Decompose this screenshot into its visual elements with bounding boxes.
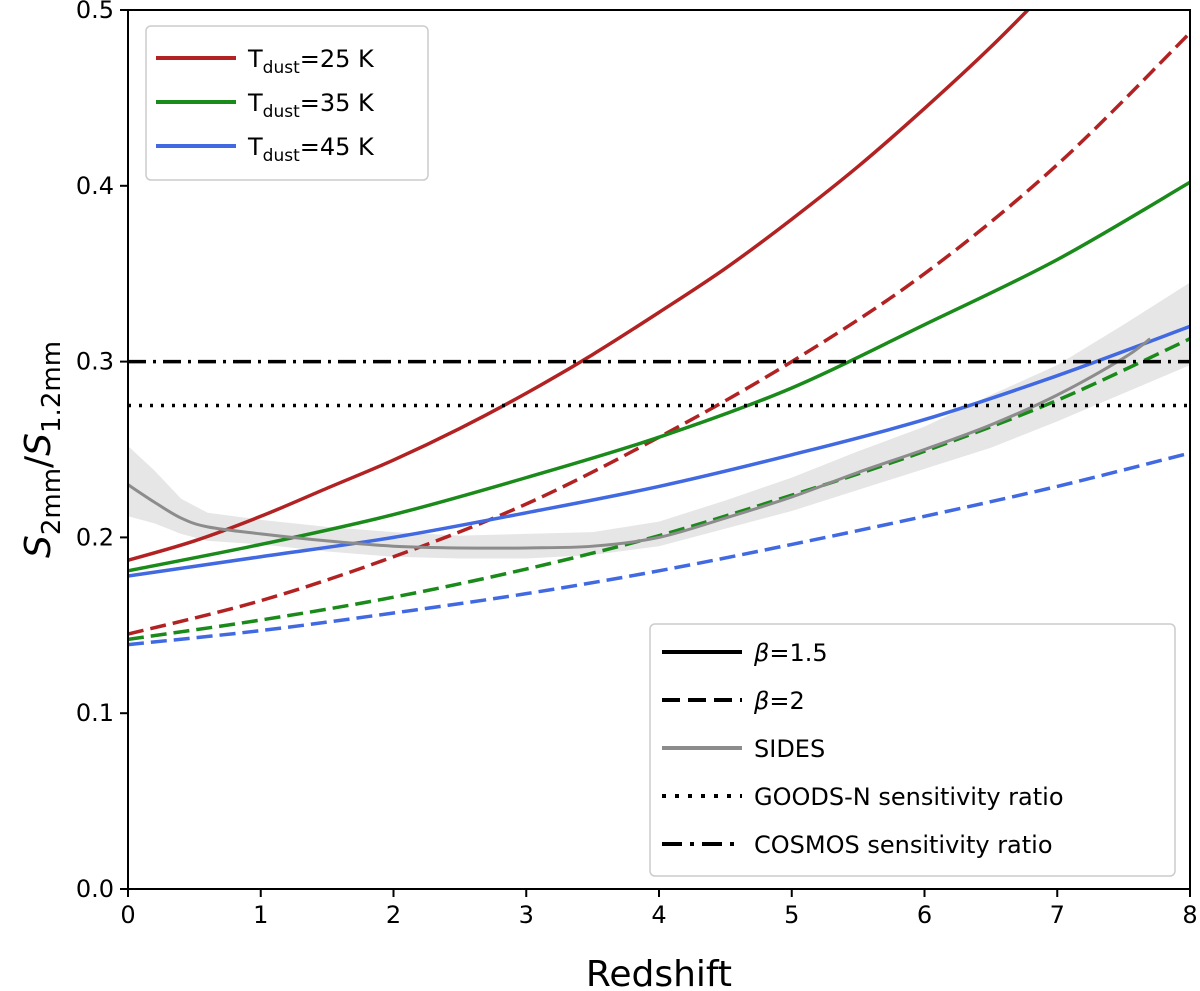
sides-scatter-band	[128, 282, 1190, 559]
y-axis-title: S2mm/S1.2mm	[18, 341, 67, 558]
legend-style-label-2: SIDES	[754, 735, 825, 763]
legend-label-0: Tdust=25 K	[247, 45, 375, 78]
legend-label-1: Tdust=35 K	[247, 89, 375, 122]
x-axis-title: Redshift	[586, 954, 732, 991]
x-tick-label: 1	[253, 901, 268, 929]
x-tick-label: 4	[651, 901, 666, 929]
legend-style-label-4: COSMOS sensitivity ratio	[754, 831, 1053, 859]
legend-label-2: Tdust=45 K	[247, 133, 375, 166]
x-tick-label: 6	[917, 901, 932, 929]
x-tick-label: 0	[120, 901, 135, 929]
y-tick-label: 0.1	[76, 699, 114, 727]
y-axis-title-main: S	[18, 535, 59, 558]
series-line-1	[128, 31, 1190, 636]
lines-layer	[128, 10, 1190, 647]
y-axis-title-denominator-sub: 1.2mm	[37, 341, 67, 433]
series-line-2	[128, 180, 1190, 573]
y-axis-title-numerator-sub: 2mm	[37, 468, 67, 535]
y-tick-label: 0.3	[76, 348, 114, 376]
x-tick-label: 7	[1050, 901, 1065, 929]
x-tick-label: 8	[1182, 901, 1197, 929]
y-axis-title-slash: /	[18, 455, 59, 468]
legend-style-label-0: β=1.5	[753, 639, 828, 667]
legend-style-label-1: β=2	[753, 687, 805, 715]
y-tick-label: 0.2	[76, 523, 114, 551]
x-tick-label: 5	[784, 901, 799, 929]
series-line-0	[128, 10, 1031, 562]
x-tick-label: 2	[386, 901, 401, 929]
series-line-3	[128, 337, 1190, 642]
legend-style-label-3: GOODS-N sensitivity ratio	[754, 783, 1064, 811]
y-axis-title-main-2: S	[18, 433, 59, 456]
series-line-6	[128, 337, 1152, 550]
ticks-layer: 0 1 2 3 4 5 6 7 8 0.0 0.1 0.2 0.3 0.4 0.5	[76, 0, 1198, 929]
legend-top-left: Tdust=25 K Tdust=35 K Tdust=45 K	[145, 25, 429, 181]
legend-top-left-box	[145, 25, 429, 181]
y-tick-label: 0.5	[76, 0, 114, 24]
series-line-5	[128, 451, 1190, 647]
series-line-4	[128, 324, 1190, 578]
legend-bottom-right: β=1.5 β=2 SIDES GOODS-N sensitivity ratio CO…	[649, 623, 1176, 877]
x-tick-label: 3	[519, 901, 534, 929]
y-tick-label: 0.0	[76, 875, 114, 903]
y-tick-label: 0.4	[76, 172, 114, 200]
bands-layer	[128, 282, 1190, 559]
legend-bottom-right-box	[649, 623, 1176, 877]
